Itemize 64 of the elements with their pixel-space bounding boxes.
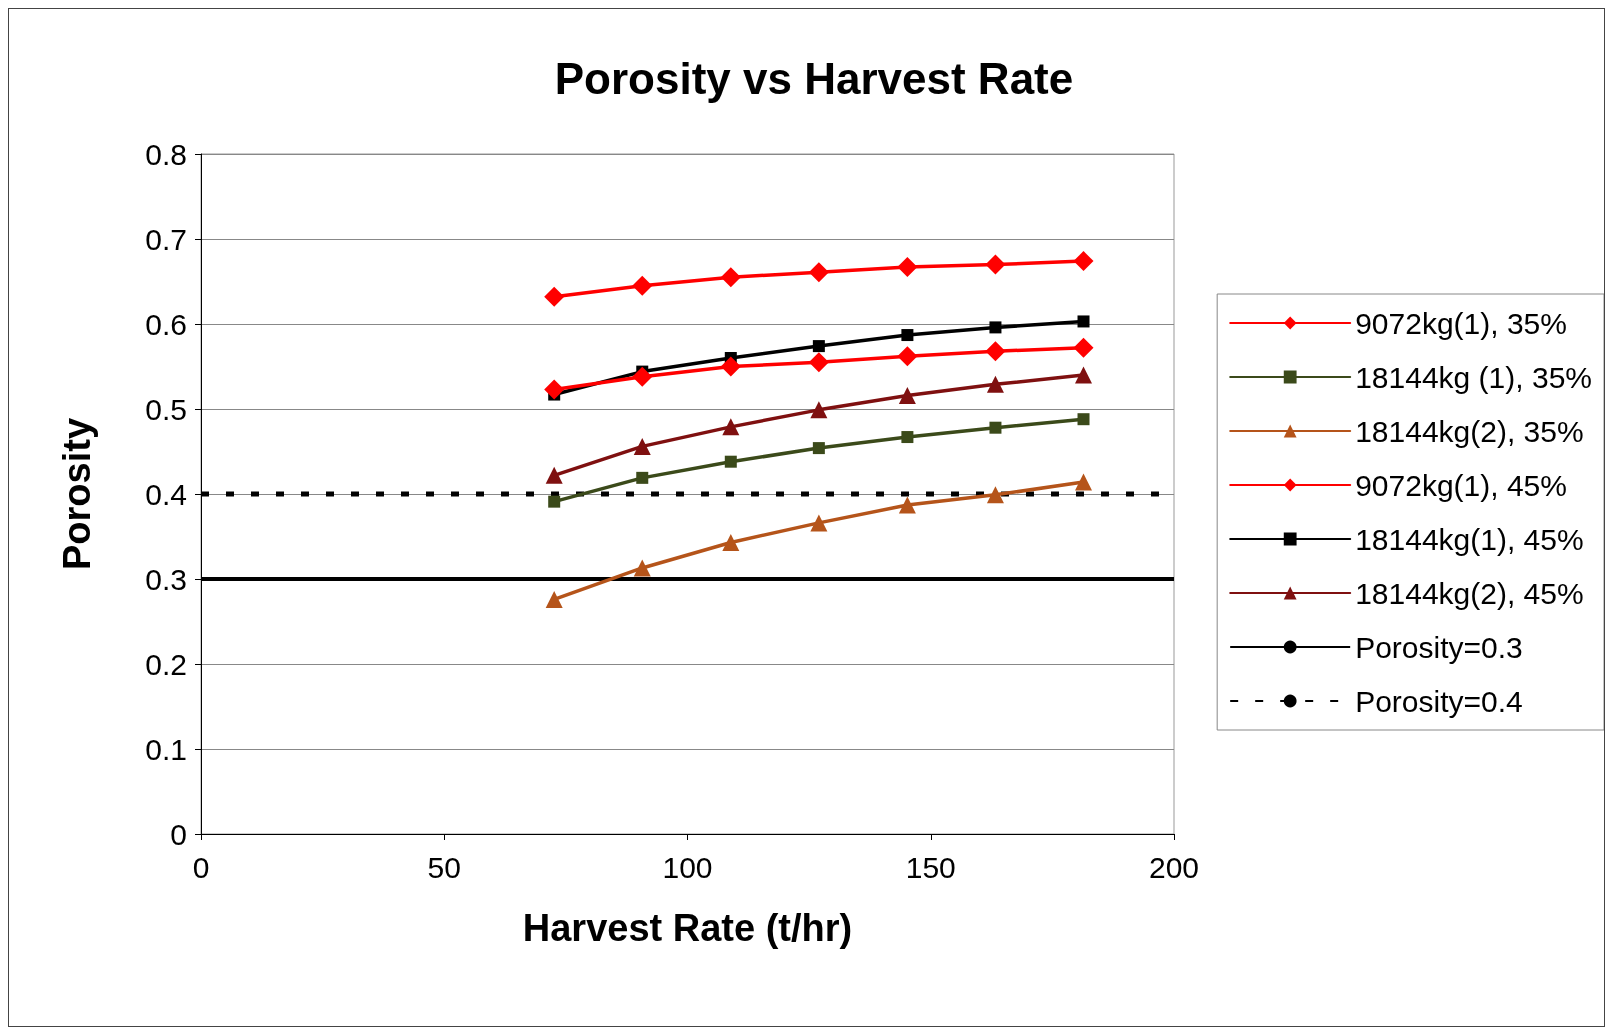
point — [985, 341, 1006, 362]
point — [545, 590, 563, 608]
point — [901, 329, 914, 342]
point — [548, 495, 561, 508]
x-tick-label: 150 — [905, 850, 956, 884]
point — [901, 431, 914, 444]
point — [810, 401, 828, 419]
point — [636, 471, 649, 484]
legend-label: 18144kg (1), 35% — [1355, 360, 1593, 394]
legend-label: 9072kg(1), 45% — [1355, 468, 1567, 502]
x-tick-label: 100 — [662, 850, 713, 884]
point — [810, 514, 828, 532]
point — [1075, 366, 1093, 384]
point — [812, 442, 825, 455]
point — [720, 356, 741, 377]
point — [808, 262, 829, 283]
point — [1077, 413, 1090, 426]
point — [1073, 337, 1094, 358]
point — [544, 286, 565, 307]
point — [812, 340, 825, 353]
point — [985, 254, 1006, 275]
point — [633, 437, 651, 455]
point — [1077, 315, 1090, 328]
legend-label: 18144kg(1), 45% — [1355, 522, 1584, 556]
point — [632, 275, 653, 296]
y-tick-label: 0.7 — [145, 222, 187, 256]
x-tick-label: 200 — [1148, 850, 1200, 884]
point — [632, 366, 653, 387]
point — [986, 486, 1004, 504]
legend-label: Porosity=0.4 — [1355, 684, 1523, 718]
x-tick-label: 0 — [192, 850, 210, 884]
legend-label: 9072kg(1), 35% — [1355, 306, 1567, 340]
point — [986, 375, 1004, 393]
point — [808, 352, 829, 373]
point — [989, 321, 1002, 334]
legend-label: Porosity=0.3 — [1355, 630, 1523, 664]
point — [898, 496, 916, 514]
point — [724, 455, 737, 468]
point — [1073, 251, 1094, 272]
point — [989, 421, 1002, 434]
y-tick-label: 0.2 — [145, 647, 187, 681]
point — [544, 379, 565, 400]
point — [545, 466, 563, 484]
y-tick-label: 0.4 — [145, 477, 187, 511]
x-tick-label: 50 — [427, 850, 461, 884]
y-tick-label: 0.3 — [145, 562, 187, 596]
point — [722, 533, 740, 551]
chart-title: Porosity vs Harvest Rate — [554, 53, 1074, 103]
point — [898, 386, 916, 404]
y-tick-label: 0.6 — [145, 307, 187, 341]
y-axis-title: Porosity — [56, 417, 98, 571]
y-tick-label: 0.1 — [145, 732, 187, 766]
point — [722, 418, 740, 436]
point — [897, 257, 918, 278]
point — [897, 346, 918, 367]
legend-label: 18144kg(2), 45% — [1355, 576, 1584, 610]
y-tick-label: 0.5 — [145, 392, 187, 426]
point — [720, 267, 741, 288]
y-tick-label: 0.8 — [145, 137, 187, 171]
x-axis-title: Harvest Rate (t/hr) — [522, 907, 853, 949]
point — [633, 559, 651, 577]
y-tick-label: 0 — [170, 817, 187, 851]
legend-label: 18144kg(2), 35% — [1355, 414, 1584, 448]
point — [1075, 473, 1093, 491]
